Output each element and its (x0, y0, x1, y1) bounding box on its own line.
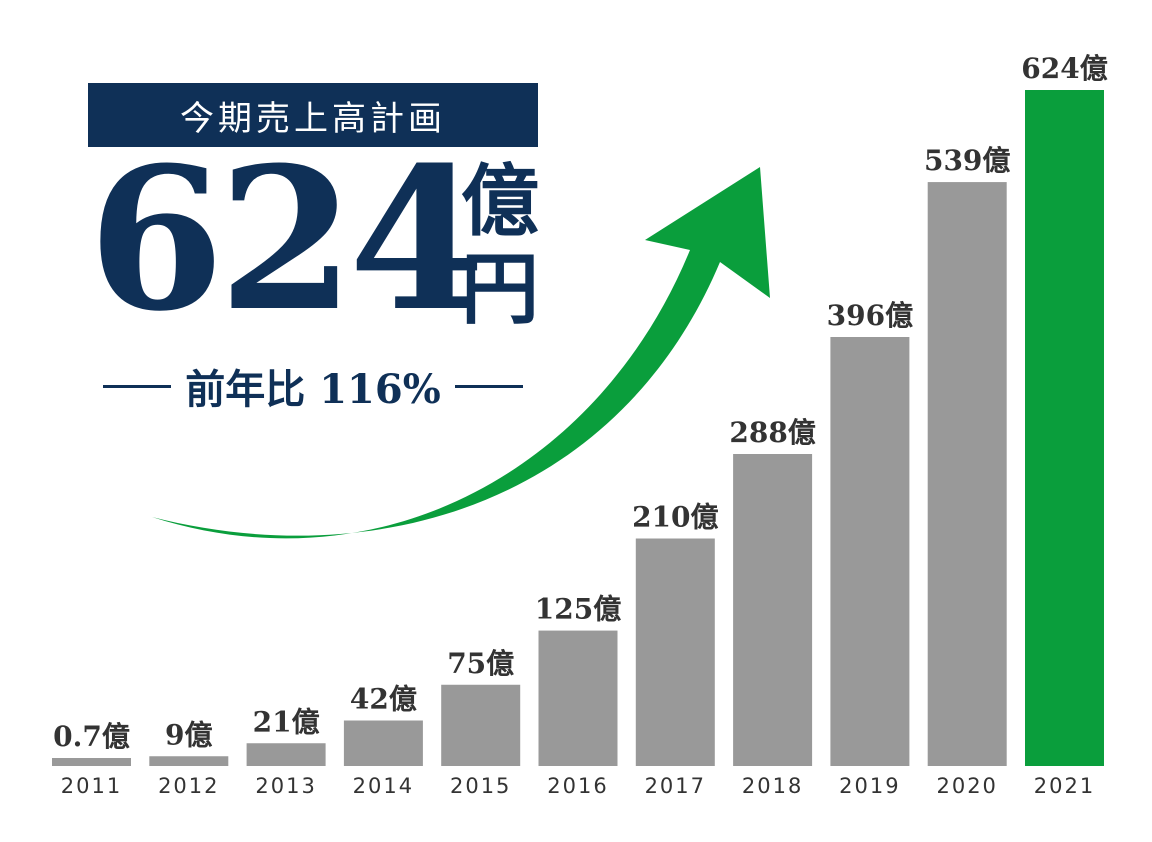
bar-2013 (246, 743, 326, 766)
bar-2021 (1025, 90, 1104, 766)
year-label-2019: 2019 (839, 774, 900, 798)
yoy-line: 前年比 116% (88, 356, 538, 416)
headline-amount: 624 (88, 125, 485, 355)
year-label-2015: 2015 (450, 774, 511, 798)
bar-2014 (343, 720, 423, 766)
value-label-2012: 9億 (165, 718, 212, 751)
unit-oku: 億 (460, 156, 539, 247)
value-label-2015: 75億 (447, 647, 514, 680)
year-label-2021: 2021 (1034, 774, 1095, 798)
year-label-2014: 2014 (353, 774, 414, 798)
right-dash (454, 384, 523, 388)
bar-2017 (635, 538, 715, 766)
bar-2020 (927, 182, 1007, 767)
year-label-2016: 2016 (547, 774, 608, 798)
bar-2015 (441, 684, 521, 766)
upward-curved-arrow-icon (152, 167, 770, 539)
unit-en: 円 (460, 244, 539, 335)
value-label-2020: 539億 (924, 144, 1010, 177)
bar-2012 (149, 756, 229, 766)
year-label-2017: 2017 (645, 774, 706, 798)
bar-2019 (830, 337, 910, 766)
year-label-2011: 2011 (61, 774, 122, 798)
year-label-2020: 2020 (936, 774, 997, 798)
value-label-2013: 21億 (253, 705, 320, 738)
bar-2011 (52, 758, 131, 766)
bar-2018 (733, 454, 813, 766)
value-label-2016: 125億 (535, 593, 621, 626)
bar-2016 (538, 630, 618, 766)
headline-banner: 今期売上高計画 (88, 83, 538, 147)
value-label-2011: 0.7億 (53, 720, 130, 753)
value-label-2014: 42億 (350, 683, 417, 716)
headline-label: 今期売上高計画 (180, 98, 446, 139)
year-label-2013: 2013 (255, 774, 316, 798)
left-dash (103, 384, 172, 388)
value-label-2021: 624億 (1021, 52, 1107, 85)
yoy-text: 前年比 116% (185, 366, 441, 413)
headline-unit: 億 円 (450, 158, 550, 334)
year-label-2018: 2018 (742, 774, 803, 798)
year-label-2012: 2012 (158, 774, 219, 798)
value-label-2017: 210億 (632, 501, 718, 534)
value-label-2019: 396億 (827, 299, 913, 332)
value-label-2018: 288億 (729, 416, 815, 449)
